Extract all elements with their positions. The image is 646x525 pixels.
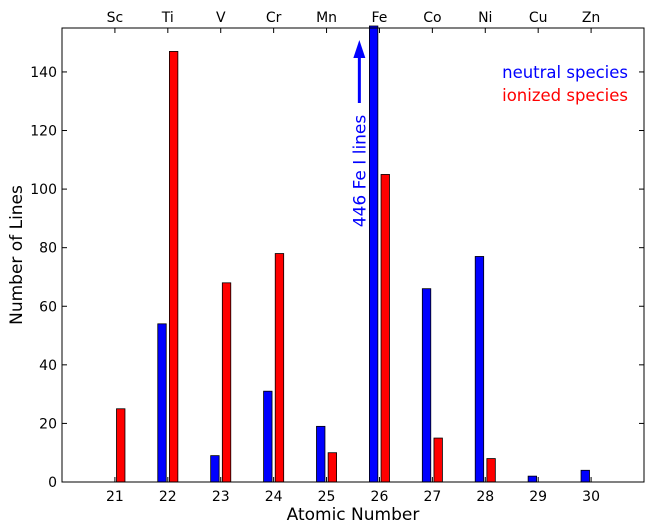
bar-neutral-30 [580,469,590,483]
bar-ionized-26 [380,174,390,483]
plot-frame [61,27,645,483]
x-tick-label: 21 [106,489,124,505]
element-label: Ti [161,10,174,26]
element-label: Ni [478,10,492,26]
x-tick-label: 22 [159,489,177,505]
y-tick-label: 20 [39,416,57,432]
ticks-layer: 21 Sc 22 Ti 23 V 24 Cr 25 Mn 26 Fe 27 Co 28 Ni 29 Cu 30 Zn 0… [30,10,644,505]
x-axis-title: Atomic Number [287,505,420,525]
y-tick-label: 120 [30,124,57,140]
annotation-arrow-head [353,40,366,58]
bar-neutral-28 [474,256,485,483]
bar-ionized-28 [486,458,496,483]
bar-neutral-27 [421,288,432,483]
element-label: Mn [316,10,337,26]
bar-ionized-25 [327,452,337,483]
element-label: Co [423,10,441,26]
bar-ionized-23 [221,282,232,483]
y-tick-label: 80 [39,241,57,257]
x-tick-label: 25 [318,489,336,505]
x-tick-label: 24 [265,489,283,505]
bar-neutral-24 [263,390,273,483]
element-label: Zn [582,10,600,26]
fe-annotation: 446 Fe I lines [350,40,370,227]
x-tick-label: 28 [476,489,494,505]
y-tick-label: 0 [48,475,57,491]
bar-neutral-26 [369,25,379,483]
y-tick-label: 40 [39,358,57,374]
bar-neutral-22 [157,323,167,483]
x-tick-label: 29 [529,489,547,505]
x-tick-label: 27 [423,489,441,505]
element-label: Fe [372,10,388,26]
y-axis-title: Number of Lines [7,185,27,325]
bar-ionized-27 [433,437,443,483]
x-tick-label: 26 [371,489,389,505]
element-label: Cr [266,10,282,26]
bar-neutral-23 [210,455,220,483]
element-label: Cu [529,10,548,26]
legend-neutral-species: neutral species [502,63,628,82]
legend-ionized-species: ionized species [502,86,628,105]
annotation-text: 446 Fe I lines [350,115,370,228]
bar-ionized-21 [116,408,126,483]
bar-ionized-22 [169,51,179,483]
bar-ionized-24 [274,253,285,483]
bars-layer [116,25,590,483]
y-tick-label: 140 [30,65,57,81]
element-label: Sc [107,10,124,26]
element-label: V [216,10,226,26]
bar-neutral-25 [316,425,326,483]
x-tick-label: 23 [212,489,230,505]
bar-neutral-29 [527,475,537,483]
x-tick-label: 30 [582,489,600,505]
y-tick-label: 100 [30,182,57,198]
y-tick-label: 60 [39,299,57,315]
